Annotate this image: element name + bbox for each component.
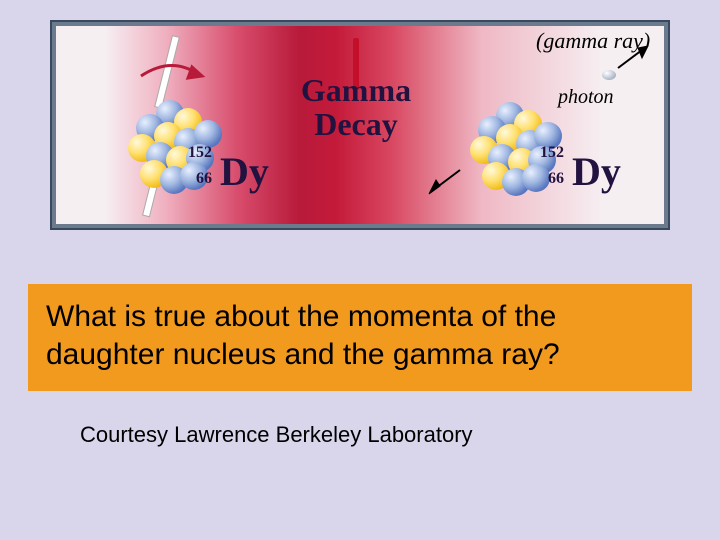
element-symbol: Dy [220,149,269,194]
title-line1: Gamma [301,72,411,108]
courtesy-text: Courtesy Lawrence Berkeley Laboratory [80,422,473,448]
figure-frame: Gamma Decay 152 66 Dy [50,20,670,230]
atomic-number: 66 [548,170,564,188]
figure: Gamma Decay 152 66 Dy [56,26,664,224]
atomic-number: 66 [196,170,212,188]
isotope-daughter: 152 66 Dy [572,148,621,195]
recoil-arrow-icon [426,166,466,196]
element-symbol: Dy [572,149,621,194]
title-line2: Decay [314,106,398,142]
spin-arrow [136,54,206,94]
photon-label: photon [558,86,614,109]
question-box: What is true about the momenta of the da… [28,284,692,391]
mass-number: 152 [540,144,564,162]
figure-title: Gamma Decay [256,74,456,141]
gamma-ray-label: (gamma ray) [536,28,650,54]
mass-number: 152 [188,144,212,162]
isotope-parent: 152 66 Dy [220,148,269,195]
question-text: What is true about the momenta of the da… [46,300,560,371]
